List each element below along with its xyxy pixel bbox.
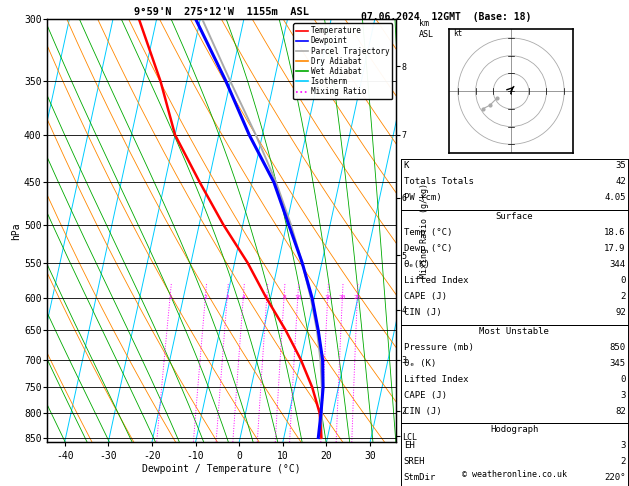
Text: 17.9: 17.9 (604, 244, 626, 253)
Text: SREH: SREH (404, 457, 425, 467)
Text: K: K (404, 161, 409, 171)
Text: Most Unstable: Most Unstable (479, 327, 549, 336)
Text: EH: EH (404, 441, 415, 451)
Text: 1: 1 (168, 295, 172, 300)
Text: 8: 8 (282, 295, 286, 300)
Text: CIN (J): CIN (J) (404, 407, 442, 416)
Text: 850: 850 (610, 343, 626, 352)
Text: CAPE (J): CAPE (J) (404, 292, 447, 301)
Text: 3: 3 (620, 441, 626, 451)
Text: θₑ (K): θₑ (K) (404, 359, 436, 368)
Text: 18.6: 18.6 (604, 228, 626, 237)
Text: 4: 4 (242, 295, 245, 300)
Text: 3: 3 (225, 295, 229, 300)
Text: Hodograph: Hodograph (490, 425, 538, 434)
Text: 07.06.2024  12GMT  (Base: 18): 07.06.2024 12GMT (Base: 18) (362, 12, 532, 22)
Text: 344: 344 (610, 260, 626, 269)
Text: kt: kt (453, 29, 462, 38)
Y-axis label: hPa: hPa (11, 222, 21, 240)
Text: 0: 0 (620, 375, 626, 384)
Text: km
ASL: km ASL (419, 19, 434, 39)
Text: θₑ(K): θₑ(K) (404, 260, 431, 269)
Text: StmDir: StmDir (404, 473, 436, 483)
Text: 6: 6 (265, 295, 269, 300)
Text: 220°: 220° (604, 473, 626, 483)
Text: 82: 82 (615, 407, 626, 416)
Text: Lifted Index: Lifted Index (404, 375, 469, 384)
X-axis label: Dewpoint / Temperature (°C): Dewpoint / Temperature (°C) (142, 464, 301, 474)
Text: © weatheronline.co.uk: © weatheronline.co.uk (462, 469, 567, 479)
Text: CIN (J): CIN (J) (404, 308, 442, 317)
Text: Totals Totals: Totals Totals (404, 177, 474, 187)
Text: 16: 16 (324, 295, 331, 300)
Text: 2: 2 (620, 292, 626, 301)
Text: 4.05: 4.05 (604, 193, 626, 203)
Text: Temp (°C): Temp (°C) (404, 228, 452, 237)
Text: 345: 345 (610, 359, 626, 368)
Text: 25: 25 (353, 295, 361, 300)
Text: 35: 35 (615, 161, 626, 171)
Text: Dewp (°C): Dewp (°C) (404, 244, 452, 253)
Legend: Temperature, Dewpoint, Parcel Trajectory, Dry Adiabat, Wet Adiabat, Isotherm, Mi: Temperature, Dewpoint, Parcel Trajectory… (293, 23, 392, 99)
Text: Lifted Index: Lifted Index (404, 276, 469, 285)
Text: 2: 2 (620, 457, 626, 467)
Text: PW (cm): PW (cm) (404, 193, 442, 203)
Text: 10: 10 (294, 295, 301, 300)
Text: 0: 0 (620, 276, 626, 285)
Text: 3: 3 (620, 391, 626, 400)
Text: 20: 20 (338, 295, 346, 300)
Y-axis label: Mixing Ratio (g/kg): Mixing Ratio (g/kg) (420, 183, 428, 278)
Title: 9°59'N  275°12'W  1155m  ASL: 9°59'N 275°12'W 1155m ASL (134, 7, 309, 17)
Text: Surface: Surface (496, 212, 533, 221)
Text: 42: 42 (615, 177, 626, 187)
Text: 2: 2 (203, 295, 207, 300)
Text: Pressure (mb): Pressure (mb) (404, 343, 474, 352)
Text: CAPE (J): CAPE (J) (404, 391, 447, 400)
Text: 92: 92 (615, 308, 626, 317)
